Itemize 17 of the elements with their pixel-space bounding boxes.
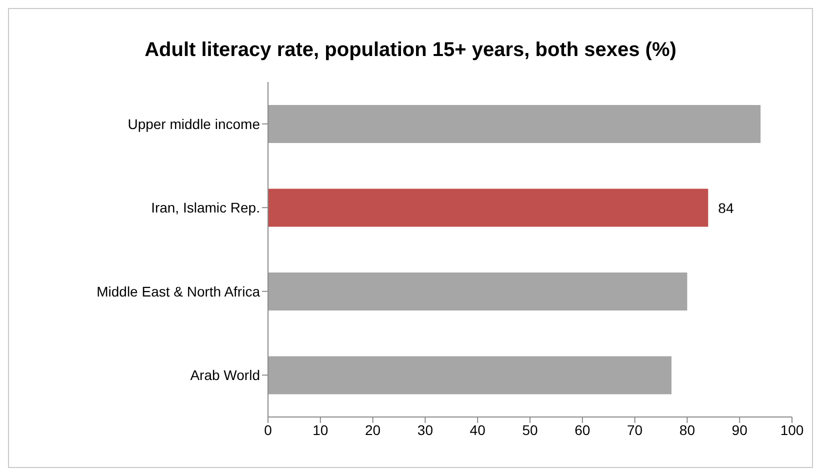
y-tick-label: Arab World [190,367,260,384]
x-tick-label: 100 [780,422,804,438]
x-tick-label: 10 [312,422,328,438]
data-label: 84 [718,200,734,216]
x-tick-label: 90 [732,422,748,438]
chart-title: Adult literacy rate, population 15+ years, both sexes (%) [144,39,678,62]
x-tick-label: 30 [417,422,434,438]
y-tick-label: Iran, Islamic Rep. [151,200,260,216]
x-tick-label: 0 [264,422,272,438]
x-tick-label: 60 [574,422,590,438]
x-tick-label: 40 [470,422,486,438]
x-tick-label: 70 [627,422,643,438]
x-tick-label: 50 [522,422,538,438]
y-tick-label: Middle East & North Africa [96,283,260,300]
y-tick-label: Upper middle income [128,116,260,132]
x-tick-label: 20 [365,422,381,438]
x-tick-label: 80 [679,422,696,438]
